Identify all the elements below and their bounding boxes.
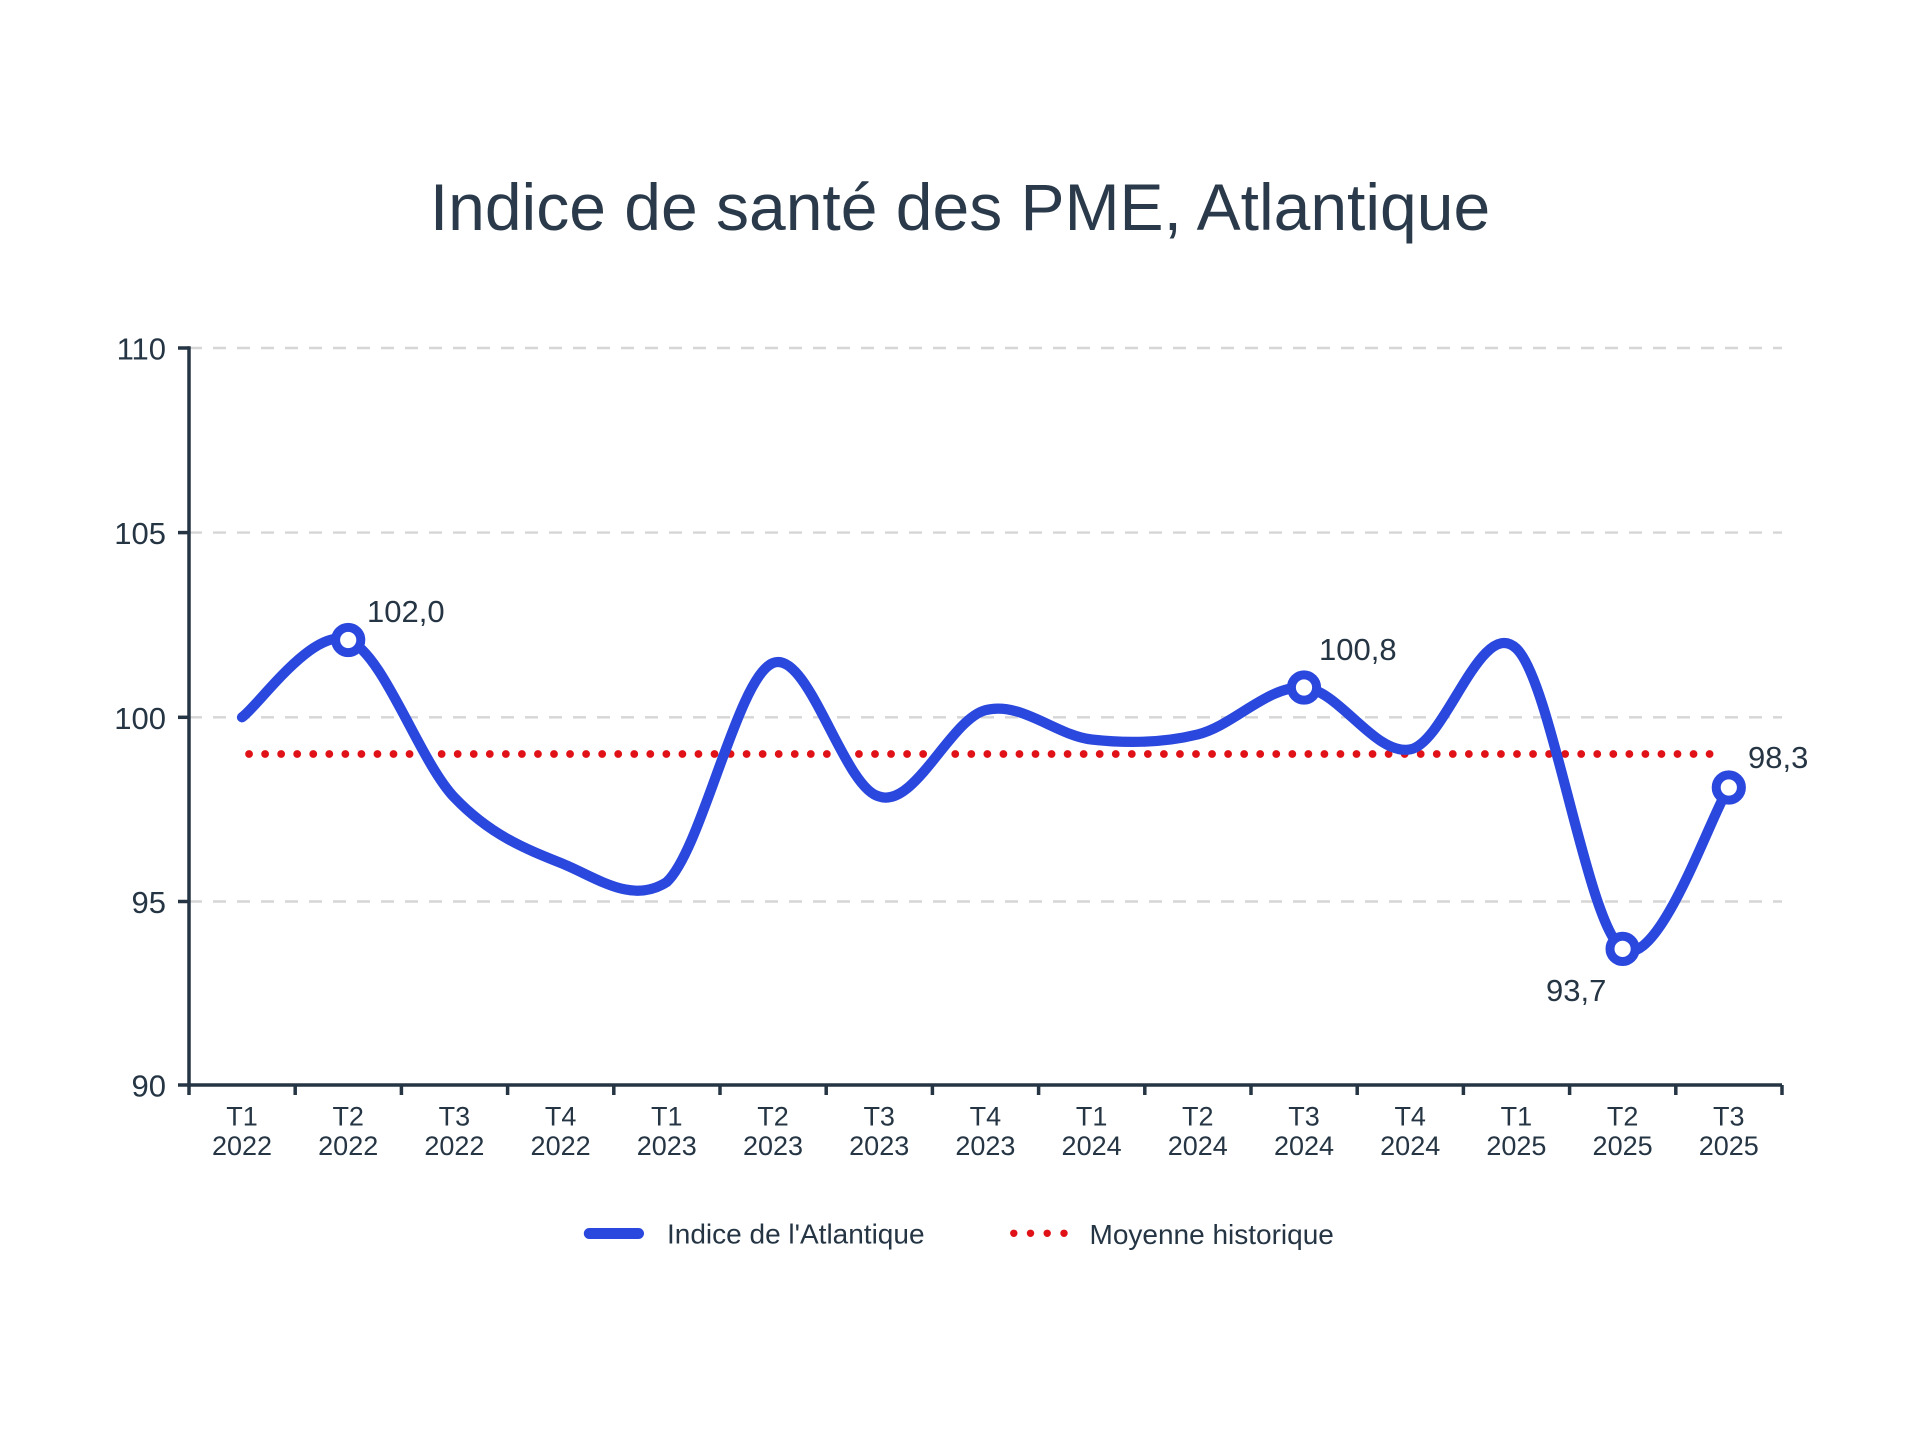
svg-text:2022: 2022	[531, 1131, 591, 1161]
svg-text:T2: T2	[1607, 1102, 1639, 1132]
svg-text:Moyenne historique: Moyenne historique	[1090, 1219, 1334, 1250]
svg-text:98,3: 98,3	[1748, 740, 1808, 775]
svg-text:2022: 2022	[424, 1131, 484, 1161]
svg-text:Indice de santé des PME, Atlan: Indice de santé des PME, Atlantique	[430, 170, 1490, 244]
svg-text:105: 105	[114, 516, 166, 551]
svg-text:T1: T1	[651, 1102, 683, 1132]
svg-text:T3: T3	[1288, 1102, 1320, 1132]
svg-text:T4: T4	[545, 1102, 577, 1132]
svg-text:2023: 2023	[849, 1131, 909, 1161]
svg-text:2024: 2024	[1168, 1131, 1228, 1161]
svg-text:T1: T1	[1076, 1102, 1108, 1132]
svg-text:2024: 2024	[1274, 1131, 1334, 1161]
svg-text:T2: T2	[1182, 1102, 1214, 1132]
svg-text:2024: 2024	[1062, 1131, 1122, 1161]
svg-text:T4: T4	[1394, 1102, 1426, 1132]
svg-text:93,7: 93,7	[1546, 973, 1606, 1008]
svg-text:90: 90	[132, 1069, 166, 1104]
svg-text:95: 95	[132, 885, 166, 920]
svg-text:T3: T3	[1713, 1102, 1745, 1132]
svg-text:T4: T4	[970, 1102, 1002, 1132]
svg-text:2024: 2024	[1380, 1131, 1440, 1161]
svg-text:T3: T3	[863, 1102, 895, 1132]
svg-text:2022: 2022	[318, 1131, 378, 1161]
svg-text:T1: T1	[1501, 1102, 1533, 1132]
svg-text:100,8: 100,8	[1319, 632, 1397, 667]
svg-text:100: 100	[114, 701, 166, 736]
svg-text:T1: T1	[226, 1102, 258, 1132]
svg-text:2023: 2023	[637, 1131, 697, 1161]
svg-text:102,0: 102,0	[367, 594, 445, 629]
svg-text:T2: T2	[757, 1102, 789, 1132]
svg-text:Indice de l'Atlantique: Indice de l'Atlantique	[667, 1219, 925, 1250]
svg-text:110: 110	[117, 332, 166, 367]
svg-text:T2: T2	[332, 1102, 364, 1132]
svg-text:2025: 2025	[1593, 1131, 1653, 1161]
svg-text:2023: 2023	[743, 1131, 803, 1161]
svg-text:2025: 2025	[1699, 1131, 1759, 1161]
svg-text:2023: 2023	[955, 1131, 1015, 1161]
svg-text:T3: T3	[439, 1102, 471, 1132]
svg-text:2022: 2022	[212, 1131, 272, 1161]
svg-text:2025: 2025	[1486, 1131, 1546, 1161]
